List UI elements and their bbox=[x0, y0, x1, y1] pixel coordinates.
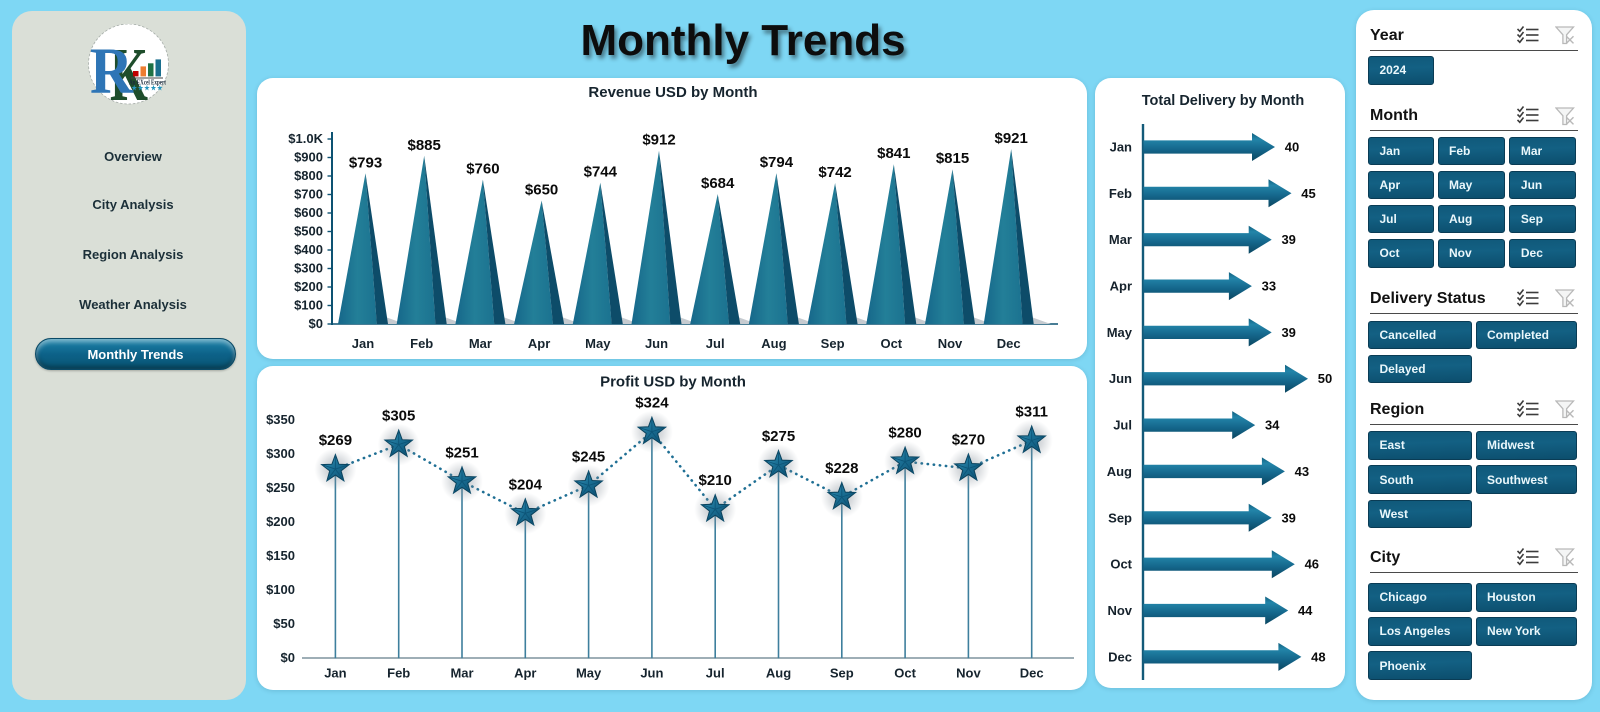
svg-text:48: 48 bbox=[1311, 649, 1325, 664]
svg-text:Apr: Apr bbox=[528, 336, 550, 351]
svg-text:Nov: Nov bbox=[956, 665, 981, 680]
svg-text:Jun: Jun bbox=[645, 336, 668, 351]
svg-text:$841: $841 bbox=[877, 145, 910, 162]
svg-text:$228: $228 bbox=[825, 460, 858, 477]
svg-text:$270: $270 bbox=[952, 431, 985, 448]
svg-text:$0: $0 bbox=[309, 316, 323, 331]
svg-text:Jun: Jun bbox=[640, 665, 663, 680]
svg-text:R: R bbox=[90, 35, 134, 106]
svg-text:$305: $305 bbox=[382, 407, 415, 424]
svg-text:$742: $742 bbox=[818, 164, 851, 181]
svg-text:44: 44 bbox=[1298, 603, 1313, 618]
svg-text:$744: $744 bbox=[584, 164, 618, 181]
svg-text:$200: $200 bbox=[266, 513, 295, 528]
svg-text:45: 45 bbox=[1301, 186, 1315, 201]
svg-text:$885: $885 bbox=[408, 137, 441, 154]
svg-text:Feb: Feb bbox=[387, 665, 410, 680]
svg-text:$1.0K: $1.0K bbox=[288, 131, 323, 146]
svg-text:Jan: Jan bbox=[1110, 140, 1132, 155]
svg-text:Sep: Sep bbox=[830, 665, 854, 680]
svg-text:Jan: Jan bbox=[352, 336, 374, 351]
svg-text:Sep: Sep bbox=[821, 336, 845, 351]
svg-text:$500: $500 bbox=[294, 224, 323, 239]
svg-text:$311: $311 bbox=[1015, 403, 1048, 420]
svg-text:$200: $200 bbox=[294, 279, 323, 294]
svg-text:Total Delivery by Month: Total Delivery by Month bbox=[1142, 93, 1304, 109]
svg-text:$793: $793 bbox=[349, 154, 382, 171]
svg-text:Oct: Oct bbox=[1110, 557, 1132, 572]
svg-text:Feb: Feb bbox=[410, 336, 433, 351]
svg-text:Aug: Aug bbox=[761, 336, 786, 351]
svg-text:May: May bbox=[585, 336, 611, 351]
svg-text:$269: $269 bbox=[319, 432, 352, 449]
svg-text:$0: $0 bbox=[281, 649, 295, 664]
svg-text:Sep: Sep bbox=[1108, 510, 1132, 525]
svg-text:$350: $350 bbox=[266, 411, 295, 426]
svg-text:Aug: Aug bbox=[766, 665, 791, 680]
svg-text:$275: $275 bbox=[762, 428, 795, 445]
svg-text:$684: $684 bbox=[701, 175, 735, 192]
svg-text:$921: $921 bbox=[995, 130, 1028, 147]
svg-text:Nov: Nov bbox=[938, 336, 963, 351]
svg-text:$280: $280 bbox=[888, 424, 921, 441]
svg-text:$650: $650 bbox=[525, 182, 558, 199]
svg-text:Dec: Dec bbox=[997, 336, 1021, 351]
svg-text:$251: $251 bbox=[445, 444, 478, 461]
svg-text:An EXcel Expert: An EXcel Expert bbox=[129, 78, 166, 87]
svg-text:39: 39 bbox=[1281, 232, 1295, 247]
svg-text:May: May bbox=[576, 665, 602, 680]
svg-text:Dec: Dec bbox=[1108, 649, 1132, 664]
svg-text:39: 39 bbox=[1281, 510, 1295, 525]
svg-text:46: 46 bbox=[1305, 557, 1319, 572]
svg-text:$245: $245 bbox=[572, 448, 605, 465]
svg-text:$50: $50 bbox=[273, 615, 295, 630]
svg-text:Feb: Feb bbox=[1109, 186, 1132, 201]
svg-text:$300: $300 bbox=[294, 261, 323, 276]
svg-text:Oct: Oct bbox=[880, 336, 902, 351]
svg-text:Profit USD by Month: Profit USD by Month bbox=[600, 373, 746, 390]
svg-text:Apr: Apr bbox=[1110, 279, 1132, 294]
svg-text:$600: $600 bbox=[294, 205, 323, 220]
svg-text:$400: $400 bbox=[294, 242, 323, 257]
svg-text:Aug: Aug bbox=[1107, 464, 1132, 479]
svg-text:Mar: Mar bbox=[450, 665, 473, 680]
svg-text:May: May bbox=[1107, 325, 1133, 340]
svg-text:$100: $100 bbox=[294, 298, 323, 313]
svg-text:43: 43 bbox=[1295, 464, 1309, 479]
svg-text:$204: $204 bbox=[509, 476, 543, 493]
svg-text:★★★★★: ★★★★★ bbox=[131, 84, 163, 93]
svg-text:33: 33 bbox=[1262, 279, 1276, 294]
svg-text:$800: $800 bbox=[294, 168, 323, 183]
svg-text:Jul: Jul bbox=[706, 336, 725, 351]
svg-text:34: 34 bbox=[1265, 418, 1280, 433]
svg-text:$100: $100 bbox=[266, 581, 295, 596]
svg-text:Dec: Dec bbox=[1020, 665, 1044, 680]
svg-text:Mar: Mar bbox=[1109, 232, 1132, 247]
svg-text:$760: $760 bbox=[466, 161, 499, 178]
svg-text:$300: $300 bbox=[266, 445, 295, 460]
svg-text:Jun: Jun bbox=[1109, 371, 1132, 386]
svg-text:$324: $324 bbox=[635, 394, 669, 411]
svg-text:40: 40 bbox=[1285, 140, 1299, 155]
svg-text:$700: $700 bbox=[294, 187, 323, 202]
svg-text:Jul: Jul bbox=[706, 665, 725, 680]
svg-text:Jul: Jul bbox=[1113, 418, 1132, 433]
svg-text:Revenue USD by Month: Revenue USD by Month bbox=[588, 84, 757, 101]
svg-text:$815: $815 bbox=[936, 150, 969, 167]
svg-text:Apr: Apr bbox=[514, 665, 536, 680]
svg-text:Jan: Jan bbox=[324, 665, 346, 680]
svg-text:39: 39 bbox=[1281, 325, 1295, 340]
svg-text:Nov: Nov bbox=[1107, 603, 1132, 618]
svg-text:Oct: Oct bbox=[894, 665, 916, 680]
svg-text:$912: $912 bbox=[642, 132, 675, 149]
svg-text:$210: $210 bbox=[699, 472, 732, 489]
svg-text:$794: $794 bbox=[760, 154, 794, 171]
svg-text:50: 50 bbox=[1318, 371, 1332, 386]
svg-text:$150: $150 bbox=[266, 547, 295, 562]
svg-text:$900: $900 bbox=[294, 150, 323, 165]
svg-text:Mar: Mar bbox=[469, 336, 492, 351]
svg-text:$250: $250 bbox=[266, 479, 295, 494]
